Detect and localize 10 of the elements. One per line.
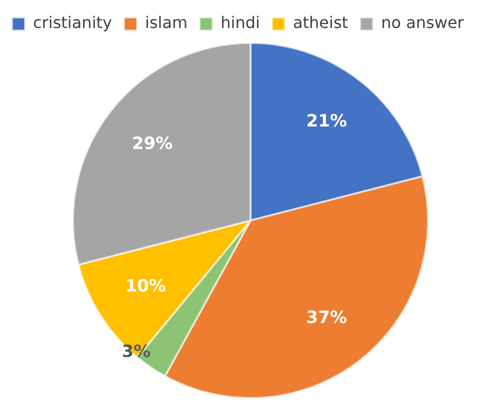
legend-label: islam [145,13,188,32]
data-label: 21% [306,112,348,132]
legend-label: hindi [220,13,260,32]
legend-label: cristianity [33,13,112,32]
data-label: 3% [122,342,151,362]
legend-label: no answer [381,13,464,32]
data-label: 37% [306,308,348,328]
legend-label: atheist [292,13,348,32]
data-label: 10% [125,276,166,296]
data-label: 29% [132,134,173,154]
